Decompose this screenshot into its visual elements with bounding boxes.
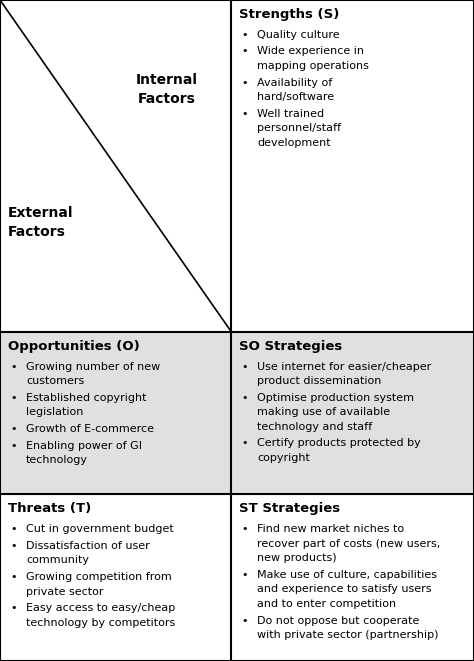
- Text: technology and staff: technology and staff: [257, 422, 373, 432]
- Text: Optimise production system: Optimise production system: [257, 393, 414, 403]
- Bar: [231, 332, 474, 494]
- Text: •: •: [241, 570, 248, 580]
- Text: mapping operations: mapping operations: [257, 61, 369, 71]
- Bar: [231, 494, 474, 661]
- Text: •: •: [241, 524, 248, 534]
- Text: with private sector (partnership): with private sector (partnership): [257, 630, 439, 640]
- Text: Established copyright: Established copyright: [26, 393, 146, 403]
- Text: Enabling power of GI: Enabling power of GI: [26, 441, 142, 451]
- Text: Make use of culture, capabilities: Make use of culture, capabilities: [257, 570, 438, 580]
- Text: product dissemination: product dissemination: [257, 376, 382, 386]
- Text: •: •: [10, 362, 17, 371]
- Bar: [0, 0, 231, 332]
- Text: •: •: [241, 393, 248, 403]
- Text: •: •: [241, 615, 248, 625]
- Text: Growing competition from: Growing competition from: [26, 572, 172, 582]
- Text: •: •: [10, 424, 17, 434]
- Text: •: •: [241, 77, 248, 88]
- Text: •: •: [10, 441, 17, 451]
- Text: •: •: [10, 541, 17, 551]
- Text: •: •: [241, 30, 248, 40]
- Text: SO Strategies: SO Strategies: [239, 340, 343, 353]
- Text: Threats (T): Threats (T): [8, 502, 91, 516]
- Text: External: External: [8, 206, 73, 219]
- Text: hard/software: hard/software: [257, 92, 335, 102]
- Text: Find new market niches to: Find new market niches to: [257, 524, 404, 534]
- Text: and experience to satisfy users: and experience to satisfy users: [257, 584, 432, 594]
- Text: •: •: [241, 362, 248, 371]
- Text: Opportunities (O): Opportunities (O): [8, 340, 140, 353]
- Text: recover part of costs (new users,: recover part of costs (new users,: [257, 539, 440, 549]
- Text: technology by competitors: technology by competitors: [26, 617, 175, 628]
- Text: technology: technology: [26, 455, 88, 465]
- Text: Factors: Factors: [137, 92, 195, 106]
- Text: ST Strategies: ST Strategies: [239, 502, 340, 516]
- Text: development: development: [257, 137, 331, 148]
- Text: •: •: [10, 572, 17, 582]
- Text: Cut in government budget: Cut in government budget: [26, 524, 174, 534]
- Text: Quality culture: Quality culture: [257, 30, 340, 40]
- Text: new products): new products): [257, 553, 337, 563]
- Text: •: •: [241, 109, 248, 119]
- Text: Certify products protected by: Certify products protected by: [257, 438, 421, 448]
- Text: Well trained: Well trained: [257, 109, 324, 119]
- Text: Use internet for easier/cheaper: Use internet for easier/cheaper: [257, 362, 431, 371]
- Text: •: •: [241, 438, 248, 448]
- Text: •: •: [10, 603, 17, 613]
- Text: private sector: private sector: [26, 586, 103, 596]
- Bar: [231, 0, 474, 332]
- Bar: [0, 494, 231, 661]
- Text: Dissatisfaction of user: Dissatisfaction of user: [26, 541, 150, 551]
- Text: •: •: [10, 393, 17, 403]
- Text: and to enter competition: and to enter competition: [257, 599, 396, 609]
- Text: Easy access to easy/cheap: Easy access to easy/cheap: [26, 603, 175, 613]
- Text: making use of available: making use of available: [257, 407, 391, 417]
- Text: Wide experience in: Wide experience in: [257, 46, 365, 56]
- Text: Internal: Internal: [136, 73, 198, 87]
- Text: •: •: [241, 46, 248, 56]
- Text: Strengths (S): Strengths (S): [239, 8, 340, 21]
- Text: copyright: copyright: [257, 453, 310, 463]
- Text: Growing number of new: Growing number of new: [26, 362, 160, 371]
- Text: personnel/staff: personnel/staff: [257, 123, 341, 134]
- Text: customers: customers: [26, 376, 84, 386]
- Text: Do not oppose but cooperate: Do not oppose but cooperate: [257, 615, 419, 625]
- Text: legislation: legislation: [26, 407, 83, 417]
- Bar: [0, 332, 231, 494]
- Text: •: •: [10, 524, 17, 534]
- Text: Factors: Factors: [8, 225, 66, 239]
- Text: Growth of E-commerce: Growth of E-commerce: [26, 424, 154, 434]
- Text: Availability of: Availability of: [257, 77, 333, 88]
- Text: community: community: [26, 555, 89, 565]
